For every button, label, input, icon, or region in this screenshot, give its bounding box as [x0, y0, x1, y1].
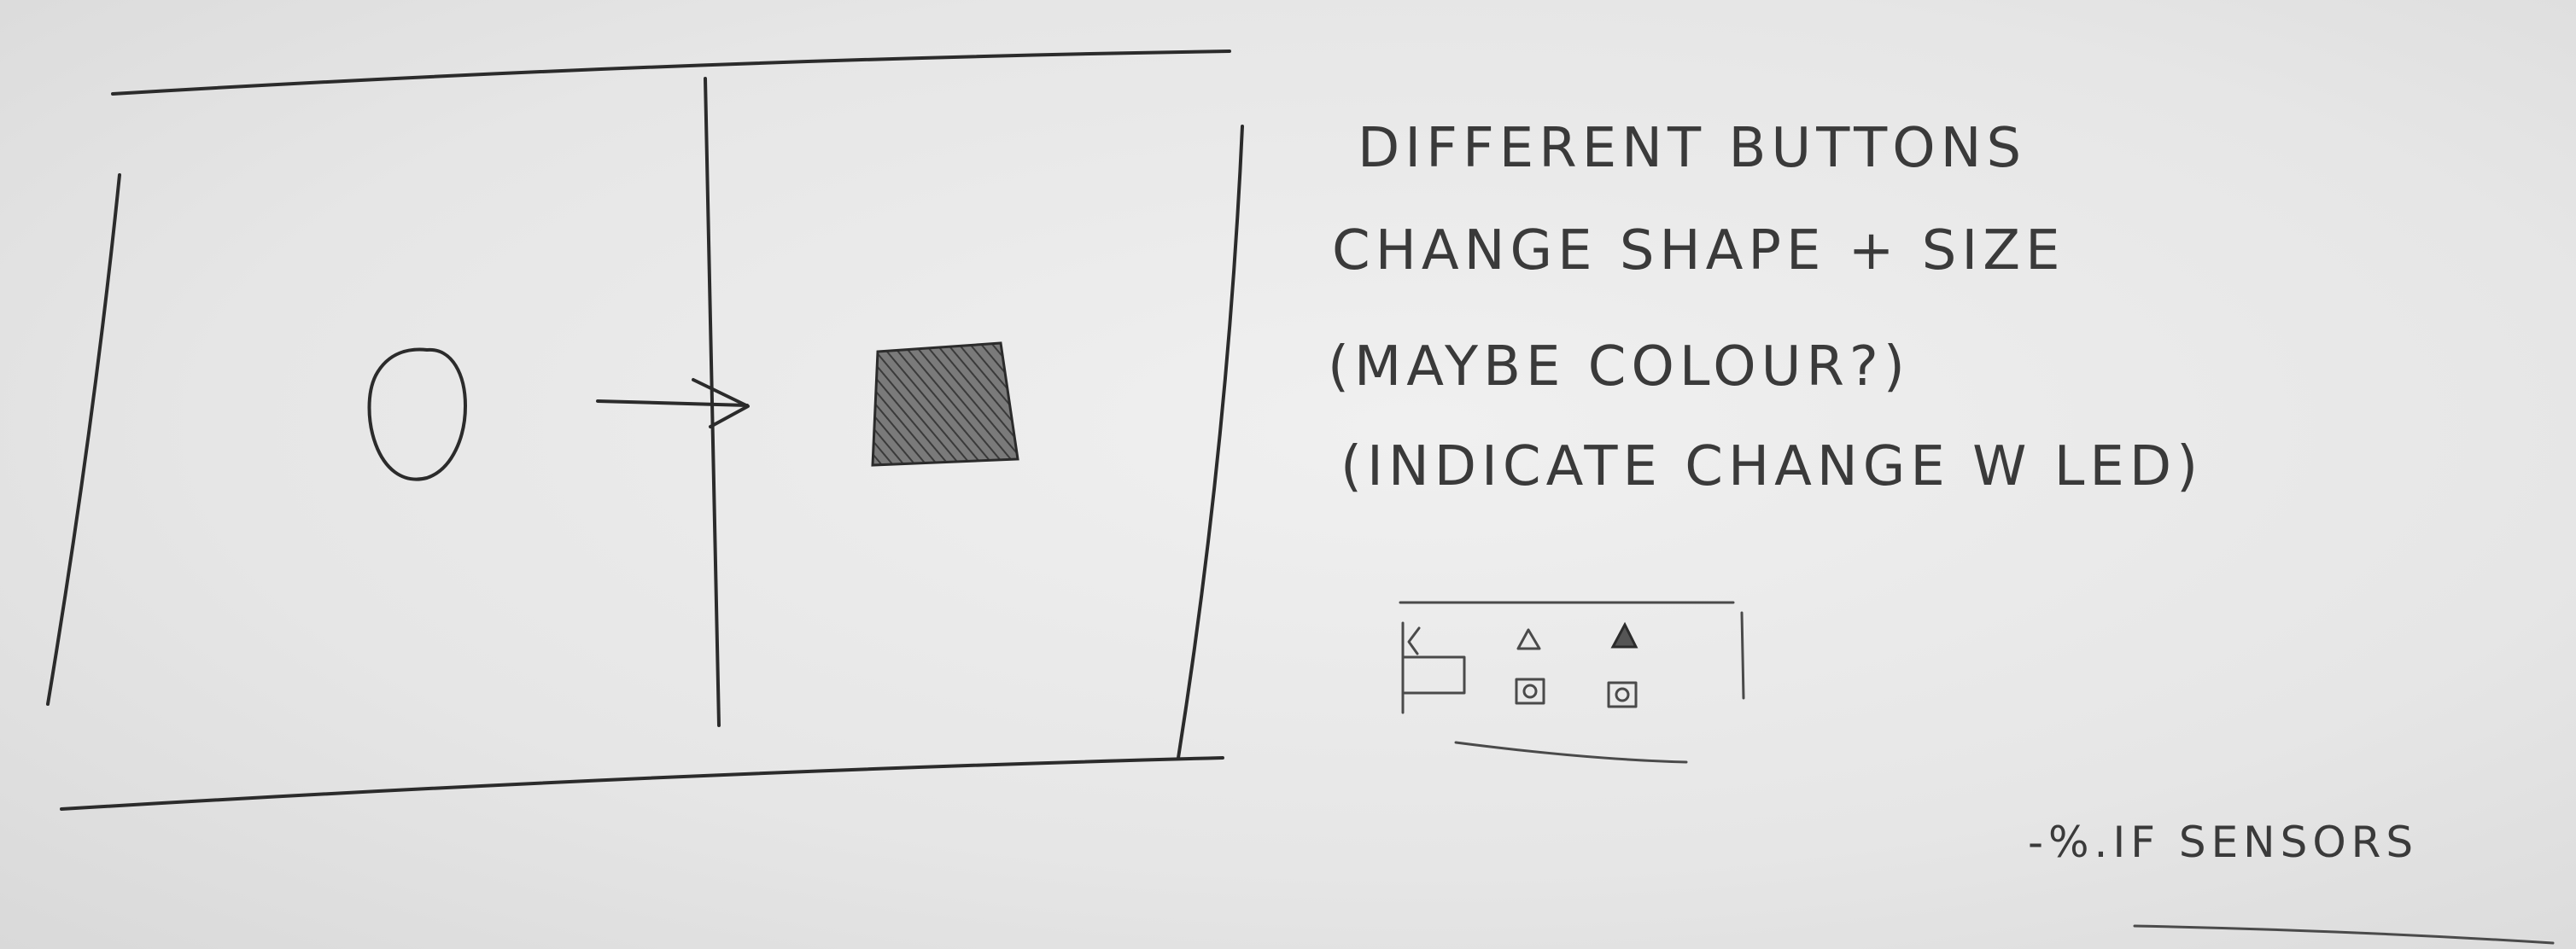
screen-divider [704, 77, 721, 727]
square-button-icon [1515, 678, 1545, 705]
shaded-square-shape [871, 341, 1019, 467]
note-line-2: CHANGE SHAPE + SIZE [1332, 219, 2065, 282]
bottom-note: -%.IF SENSORS [2028, 818, 2419, 867]
note-line-3: (MAYBE COLOUR?) [1328, 335, 1910, 399]
note-line-1: DIFFERENT BUTTONS [1358, 117, 2027, 180]
screen-frame [46, 49, 1244, 811]
arrow-icon [596, 378, 750, 428]
triangle-filled-icon [1610, 621, 1638, 649]
device-sketch [1399, 601, 1745, 764]
triangle-outline-icon [1516, 628, 1541, 650]
note-line-4: (INDICATE CHANGE W LED) [1341, 435, 2204, 498]
square-button-icon [1607, 681, 1638, 708]
note-underline [2133, 924, 2555, 945]
circle-shape [367, 347, 467, 481]
